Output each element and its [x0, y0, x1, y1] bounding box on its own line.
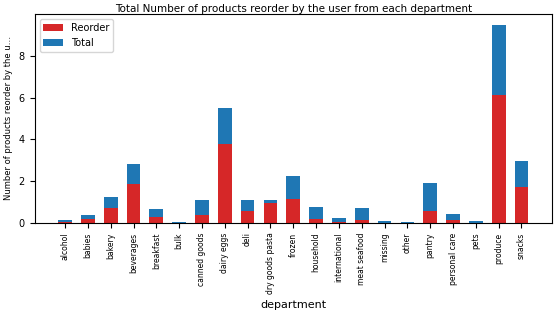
Title: Total Number of products reorder by the user from each department: Total Number of products reorder by the … [115, 4, 472, 14]
Bar [104, 208, 117, 223]
Bar [104, 197, 117, 208]
Bar [218, 144, 232, 223]
Y-axis label: Number of products reorder by the u…: Number of products reorder by the u… [4, 36, 13, 200]
Bar [400, 222, 414, 223]
Bar [81, 219, 95, 223]
X-axis label: department: department [260, 300, 326, 310]
Legend: Reorder, Total: Reorder, Total [39, 19, 113, 52]
Bar [355, 219, 369, 223]
Bar [309, 207, 323, 219]
Bar [241, 200, 255, 211]
Bar [446, 214, 460, 220]
Bar [492, 95, 505, 223]
Bar [286, 176, 300, 199]
Bar [150, 218, 163, 223]
Bar [127, 184, 140, 223]
Bar [172, 222, 186, 223]
Bar [218, 108, 232, 144]
Bar [355, 208, 369, 219]
Bar [378, 221, 391, 223]
Bar [195, 200, 209, 215]
Bar [241, 211, 255, 223]
Bar [469, 221, 483, 223]
Bar [264, 200, 277, 203]
Bar [332, 218, 346, 222]
Bar [515, 161, 528, 187]
Bar [195, 215, 209, 223]
Bar [264, 200, 277, 223]
Bar [150, 209, 163, 218]
Bar [423, 211, 437, 223]
Bar [58, 219, 72, 222]
Bar [309, 219, 323, 223]
Bar [515, 187, 528, 223]
Bar [492, 24, 505, 95]
Bar [127, 164, 140, 184]
Bar [286, 199, 300, 223]
Bar [58, 222, 72, 223]
Bar [332, 222, 346, 223]
Bar [81, 215, 95, 219]
Bar [446, 220, 460, 223]
Bar [423, 183, 437, 211]
